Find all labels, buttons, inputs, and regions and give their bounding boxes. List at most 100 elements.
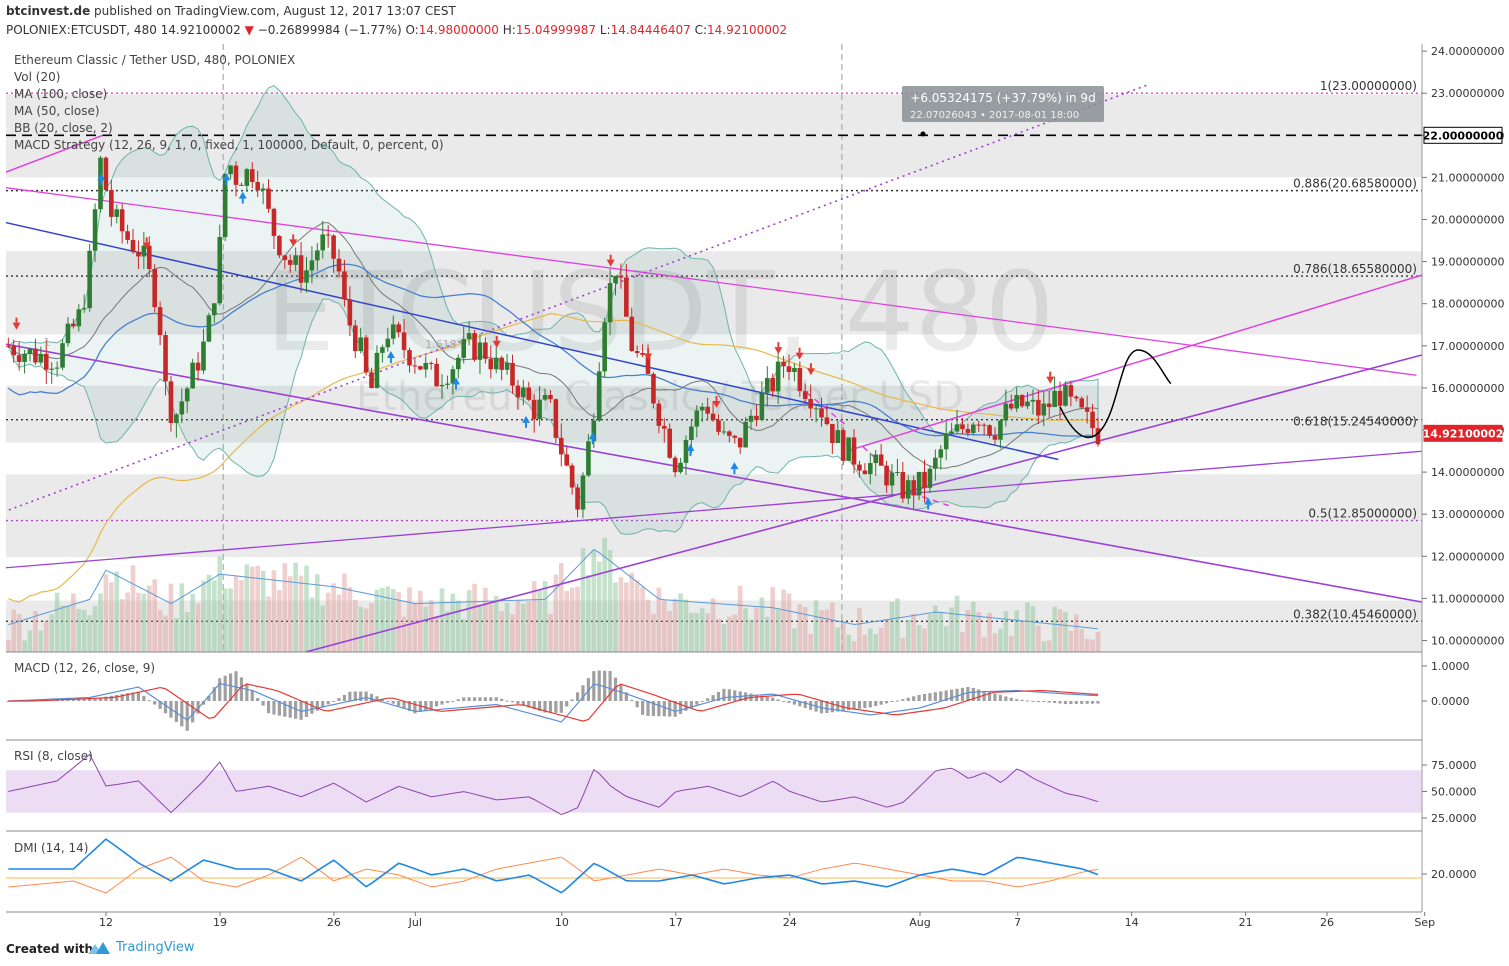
candle-body xyxy=(629,316,635,352)
volume-bar xyxy=(716,618,721,652)
candle-body xyxy=(103,157,109,190)
candle-body xyxy=(483,342,488,359)
candle-body xyxy=(380,347,385,353)
volume-bar xyxy=(992,633,998,652)
candle-body xyxy=(157,307,163,336)
candle-body xyxy=(797,368,803,392)
header-open-key: O: xyxy=(405,23,418,37)
ma100-line xyxy=(8,312,1099,603)
fib-lines xyxy=(6,92,1422,623)
macd-histogram-bar xyxy=(575,692,580,701)
volume-bar xyxy=(835,627,841,652)
candle-body xyxy=(461,339,467,358)
volume-bar xyxy=(1084,638,1090,652)
candle-body xyxy=(1068,385,1074,397)
tradingview-logo[interactable]: TradingView xyxy=(88,940,195,955)
macd-histogram-bar xyxy=(310,701,314,714)
candle-body xyxy=(6,345,11,347)
sell-arrow-icon xyxy=(12,322,21,330)
volume-bar xyxy=(222,588,228,652)
volume-bar xyxy=(33,611,38,652)
volume-bar xyxy=(255,565,260,652)
macd-histogram-bar xyxy=(321,701,325,708)
volume-bar xyxy=(217,556,223,652)
volume-bar xyxy=(49,614,54,652)
macd-signal-line xyxy=(8,683,1099,722)
volume-bar xyxy=(775,609,781,652)
candle-body xyxy=(16,355,22,362)
chart-canvas[interactable]: btcinvest.de published on TradingView.co… xyxy=(0,0,1509,936)
volume-bar xyxy=(130,565,136,652)
macd-histogram-bar xyxy=(88,699,92,701)
candle-body xyxy=(521,387,526,398)
macd-histogram-bar xyxy=(998,694,1003,701)
candle-body xyxy=(840,430,846,461)
macd-histogram-bar xyxy=(830,701,834,713)
indicator-legend[interactable]: Ethereum Classic / Tether USD, 480, POLO… xyxy=(14,53,444,152)
volume-bar xyxy=(125,592,130,652)
macd-histogram-bar xyxy=(472,697,477,701)
dmi-minus-line xyxy=(8,856,1099,894)
volume-bar xyxy=(916,625,922,652)
macd-histogram-bar xyxy=(781,701,786,702)
volume-bar xyxy=(1014,610,1019,652)
candle-body xyxy=(1014,395,1019,409)
macd-histogram-bar xyxy=(180,701,184,727)
macd-histogram-bar xyxy=(283,701,287,717)
pattern-dashed-line xyxy=(805,391,848,427)
dmi-pane[interactable] xyxy=(6,838,1422,894)
time-tick-label: Aug xyxy=(909,916,930,929)
macd-histogram-bar xyxy=(624,692,628,701)
buy-arrow-icon xyxy=(386,351,395,359)
volume-bar xyxy=(629,572,635,652)
buy-arrow-icon xyxy=(924,497,933,505)
macd-histogram-bar xyxy=(971,687,975,701)
volume-bar xyxy=(347,587,353,652)
macd-histogram-bar xyxy=(445,701,450,703)
candle-body xyxy=(689,426,694,440)
volume-bar xyxy=(401,616,407,652)
rsi-pane[interactable] xyxy=(6,753,1422,816)
candle-body xyxy=(943,433,949,450)
volume-bar xyxy=(754,607,759,652)
candle-body xyxy=(851,437,857,465)
watermark-symbol: ETCUSDT, 480 xyxy=(265,248,1054,376)
candle-body xyxy=(342,271,347,300)
volume-bar xyxy=(168,583,174,652)
volume-bar xyxy=(705,613,710,652)
time-axis[interactable]: 5121926Jul101724Aug7142126Sep xyxy=(0,912,1435,929)
candle-body xyxy=(656,403,662,426)
candle-body xyxy=(201,341,206,371)
volume-bar xyxy=(651,613,656,652)
macd-histogram-bar xyxy=(608,671,612,701)
rsi-tick-label: 50.0000 xyxy=(1431,786,1477,799)
time-tick-label: 12 xyxy=(99,916,113,929)
candle-body xyxy=(271,208,277,237)
volume-bar xyxy=(830,602,835,652)
rsi-line xyxy=(8,753,1099,816)
pattern-dashed-line xyxy=(862,446,897,477)
macd-histogram-bar xyxy=(803,701,807,709)
fib-zone xyxy=(6,251,1422,335)
rsi-band xyxy=(6,770,1422,813)
candle-body xyxy=(1095,428,1101,445)
macd-pane[interactable] xyxy=(6,670,1100,731)
volume-bar xyxy=(645,599,651,652)
purple-rising-line xyxy=(302,354,1422,652)
candle-body xyxy=(374,352,380,389)
volume-bar xyxy=(591,550,597,652)
volume-bar xyxy=(260,570,266,652)
candle-body xyxy=(786,366,792,372)
macd-histogram-bar xyxy=(1090,701,1095,704)
legend-macd-strategy: MACD Strategy (12, 26, 9, 1, 0, fixed, 1… xyxy=(14,138,444,152)
price-pane[interactable]: ETCUSDT, 480 Ethereum Classic / Tether U… xyxy=(0,44,1425,657)
candle-body xyxy=(949,431,954,434)
candle-body xyxy=(249,169,255,183)
macd-histogram-bar xyxy=(1047,701,1051,703)
fib-small-labels: 1 1.618 xyxy=(43,336,456,351)
volume-bar xyxy=(862,634,868,652)
measure-annotation: +6.05324175 (+37.79%) in 9d 22.07026043 … xyxy=(902,73,1104,137)
volume-bar xyxy=(889,601,895,652)
candle-body xyxy=(282,255,288,261)
sell-arrow-icon xyxy=(795,352,804,360)
